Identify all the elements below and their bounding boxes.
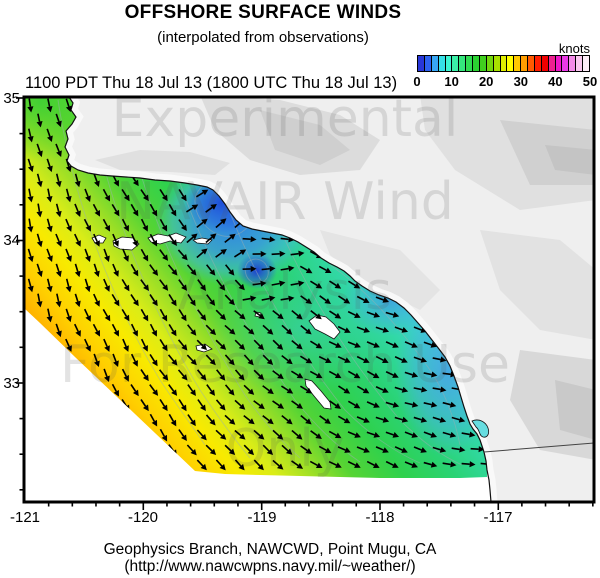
colorbar-cell (583, 56, 589, 71)
san-diego-bay (471, 419, 490, 438)
colorbar-cell (445, 56, 453, 71)
colorbar-tick-label: 40 (548, 74, 563, 89)
colorbar-cell (438, 56, 446, 71)
axis-ticks (16, 97, 594, 510)
svg-text:For Research Use: For Research Use (60, 335, 510, 395)
lon-tick-label: -121 (9, 509, 41, 526)
colorbar-cell (479, 56, 487, 71)
footer-url: (http://www.nawcwpns.navy.mil/~weather/) (124, 558, 416, 575)
colorbar-cell (562, 56, 570, 71)
footer-organization: Geophysics Branch, NAWCWD, Point Mugu, C… (103, 541, 437, 558)
colorbar-cell (528, 56, 535, 71)
page-title: OFFSHORE SURFACE WINDS (124, 2, 402, 23)
colorbar-cell (548, 56, 556, 71)
colorbar-tick-label: 20 (478, 74, 494, 89)
svg-text:NAVAIR Wind: NAVAIR Wind (116, 172, 454, 232)
colorbar-cell (418, 56, 425, 71)
colorbar-tick-label: 0 (413, 74, 421, 89)
colorbar-tick-label: 30 (513, 74, 529, 89)
colorbar-cell (521, 56, 528, 71)
terrain-shading (65, 97, 594, 502)
land-area (65, 97, 594, 502)
island-anacapa (192, 237, 213, 245)
colorbar-cell (466, 56, 473, 71)
colorbar-cell (555, 56, 563, 71)
lon-tick-label: -118 (365, 509, 395, 526)
colorbar-cell (534, 56, 542, 71)
colorbar-cell (424, 56, 432, 71)
longitude-axis-labels: -121 -120 -119 -118 -117 (0, 509, 600, 527)
colorbar-cell (576, 56, 583, 71)
colorbar-tick-label: 50 (582, 74, 598, 89)
colorbar-cell (452, 56, 460, 71)
lat-tick-label: 33 (3, 375, 20, 392)
lat-tick-label: 34 (3, 232, 20, 249)
watermark-text: Experimental NAVAIR Wind Analysis For Resea… (60, 89, 510, 479)
colorbar-cell (473, 56, 480, 71)
colorbar-cell (507, 56, 515, 71)
page-subtitle: (interpolated from observations) (157, 29, 369, 46)
us-mexico-border-line (483, 442, 595, 453)
lon-tick-label: -120 (127, 509, 159, 526)
colorbar-cell (431, 56, 439, 71)
svg-text:Analysis: Analysis (178, 262, 392, 322)
valid-time-label: 1100 PDT Thu 18 Jul 13 (1800 UTC Thu 18 … (25, 74, 398, 92)
colorbar-tick-labels: 0 10 20 30 40 50 (413, 74, 597, 90)
colorbar-cell (486, 56, 494, 71)
wind-speed-colorbar (417, 55, 590, 72)
lon-tick-label: -117 (483, 509, 513, 526)
svg-text:Experimental: Experimental (112, 89, 459, 149)
colorbar-cell (459, 56, 467, 71)
lat-tick-label: 35 (3, 90, 20, 107)
colorbar-cell (541, 56, 549, 71)
colorbar-unit-label: knots (558, 41, 590, 56)
colorbar-cell (569, 56, 577, 71)
colorbar-cell (500, 56, 508, 71)
lon-tick-label: -119 (247, 509, 277, 526)
colorbar-cell (493, 56, 501, 71)
island-santa-rosa (112, 236, 140, 251)
colorbar-tick-label: 10 (444, 74, 459, 89)
colorbar-cell (514, 56, 522, 71)
coastline (64, 96, 492, 503)
latitude-axis-labels: 35 34 33 (0, 0, 20, 578)
